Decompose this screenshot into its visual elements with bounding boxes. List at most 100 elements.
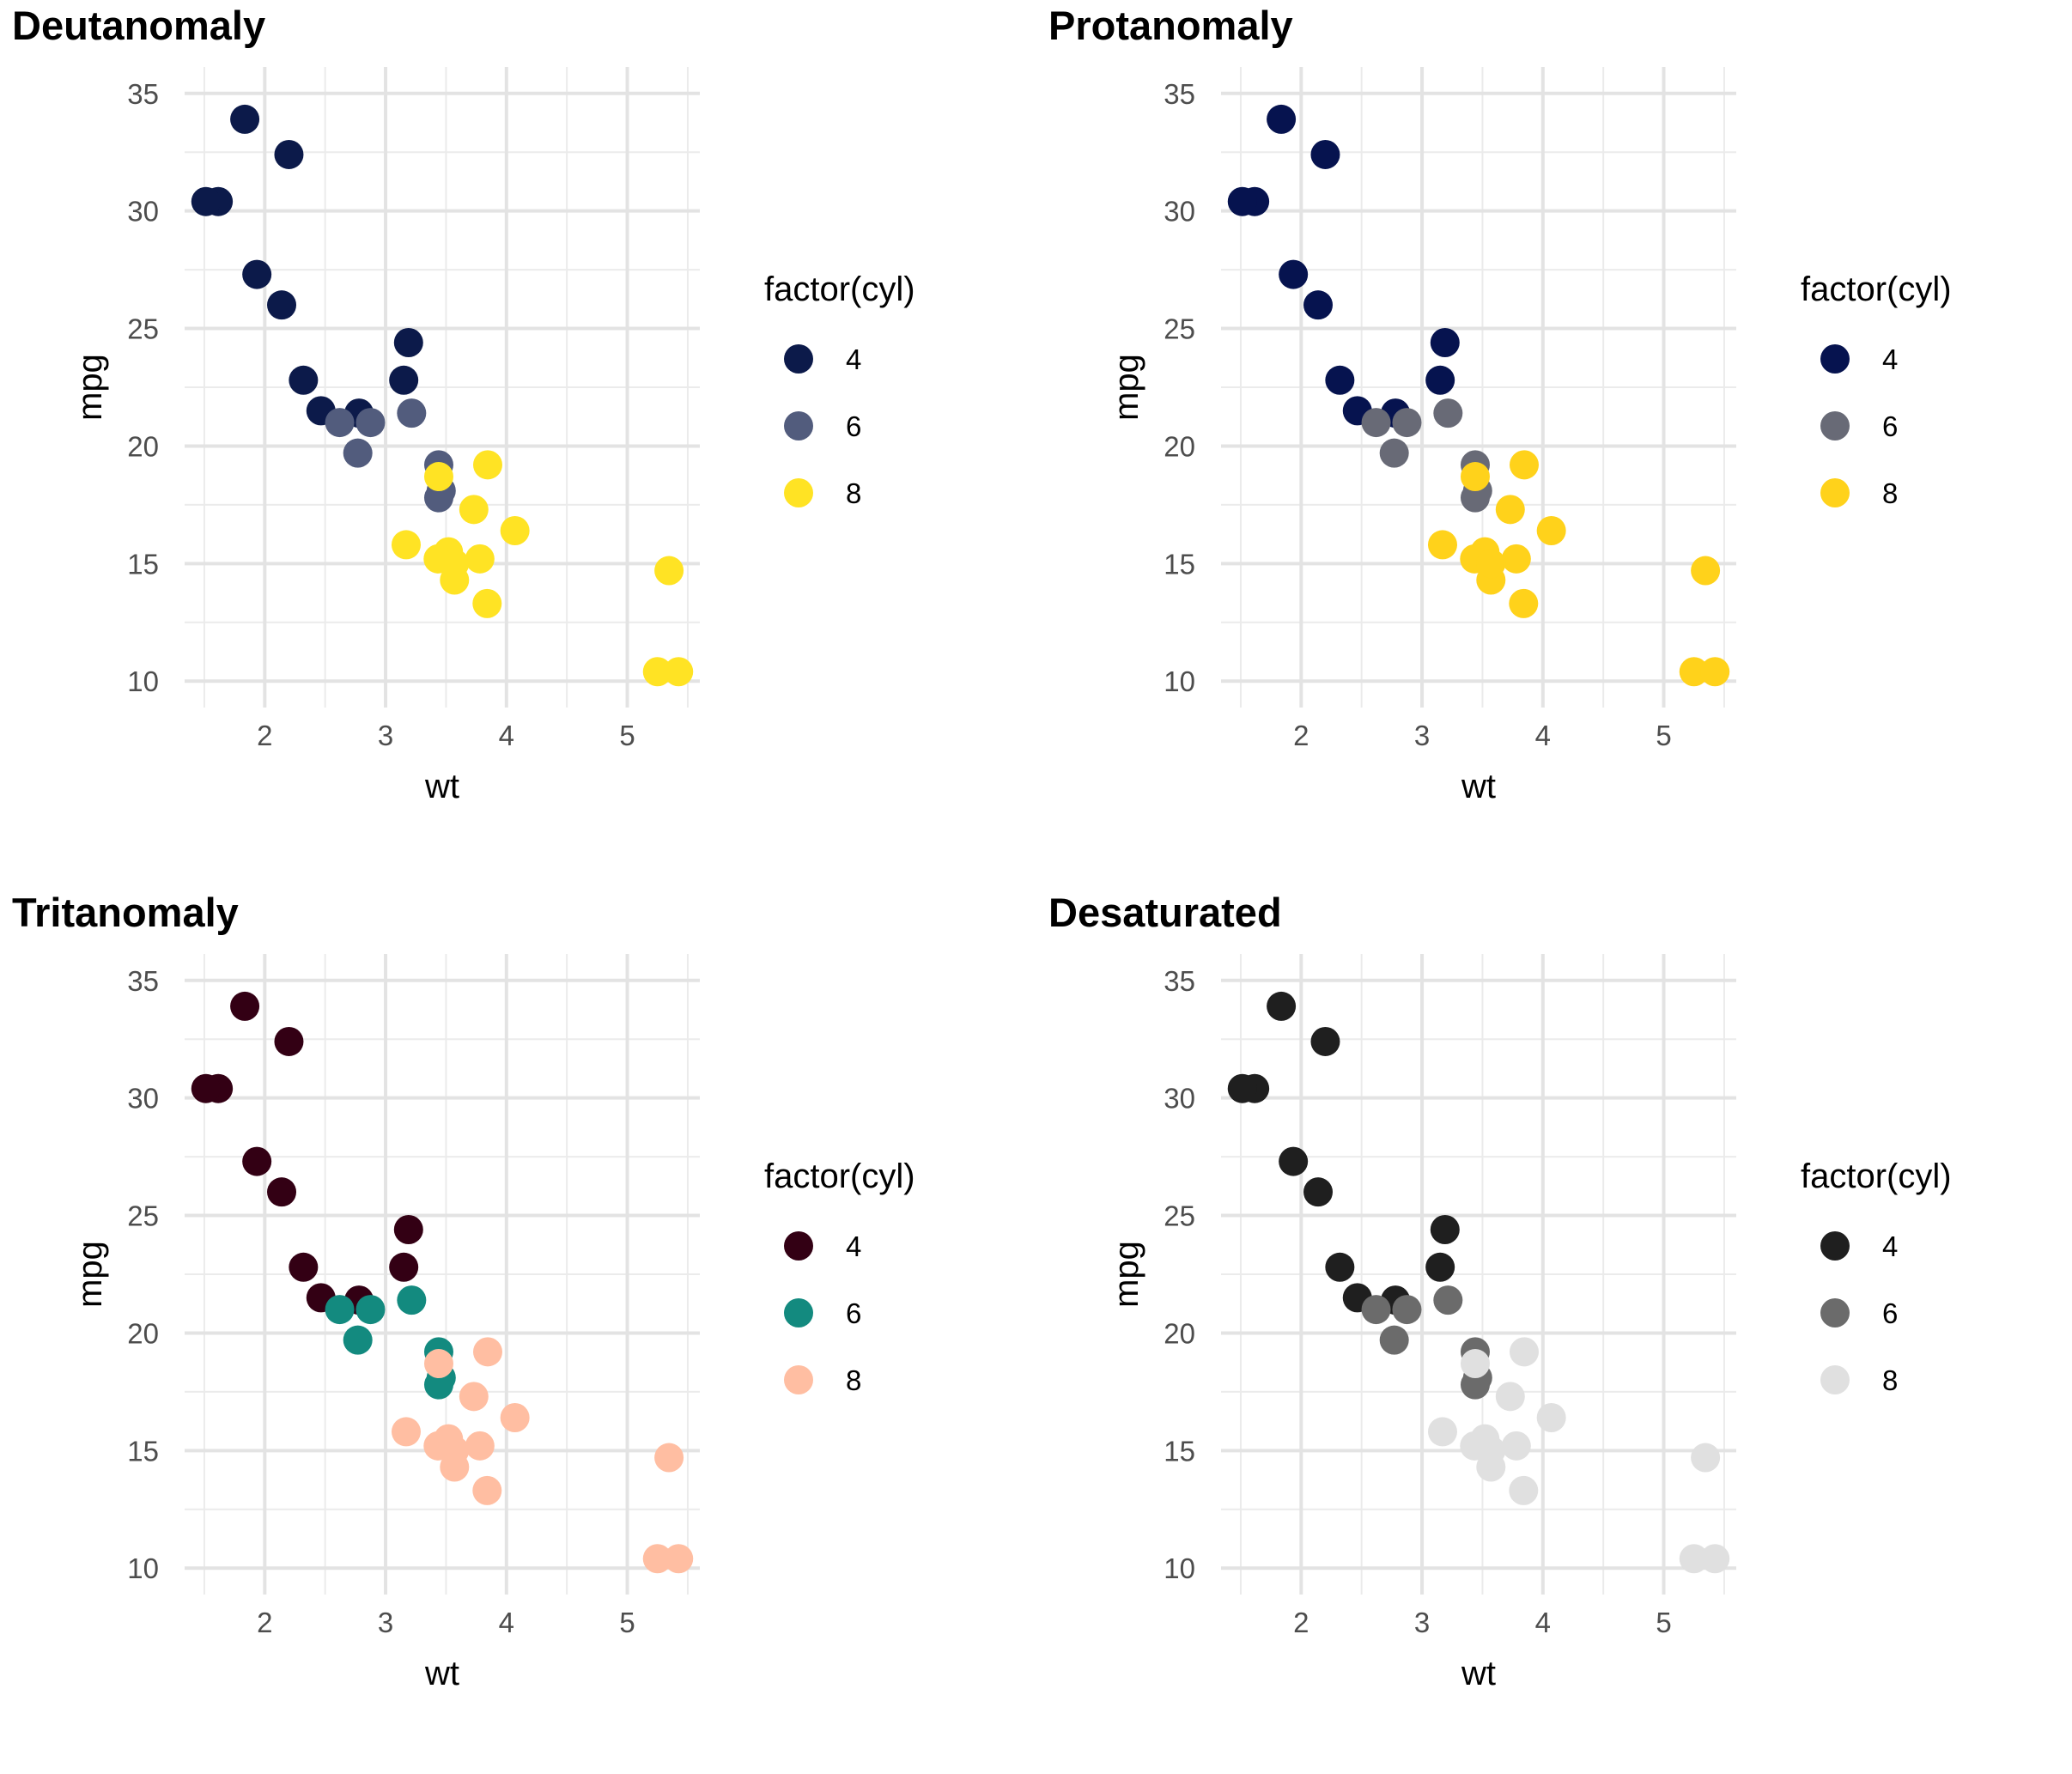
data-point-cyl-4 xyxy=(1325,1252,1355,1282)
data-point-cyl-4 xyxy=(1267,991,1297,1021)
x-axis-label: wt xyxy=(424,1655,459,1692)
data-point-cyl-8 xyxy=(1700,1544,1730,1574)
data-point-cyl-8 xyxy=(642,657,672,687)
data-point-cyl-4 xyxy=(289,1252,319,1282)
data-point-cyl-6 xyxy=(1379,1325,1409,1355)
data-point-cyl-4 xyxy=(1279,1146,1309,1176)
panel-title: Tritanomaly xyxy=(12,890,239,935)
data-point-cyl-8 xyxy=(423,1349,453,1379)
x-tick-label: 2 xyxy=(257,1607,272,1638)
data-point-cyl-8 xyxy=(391,1417,421,1447)
data-point-cyl-8 xyxy=(500,1402,530,1432)
data-point-cyl-8 xyxy=(1691,1443,1721,1473)
y-tick-label: 20 xyxy=(1164,430,1195,462)
x-tick-label: 5 xyxy=(619,1607,635,1638)
points xyxy=(1227,991,1730,1574)
data-point-cyl-6 xyxy=(1460,483,1490,513)
legend-key-cyl-4 xyxy=(784,1231,813,1261)
data-point-cyl-8 xyxy=(1509,588,1539,618)
data-point-cyl-8 xyxy=(1536,1402,1566,1432)
data-point-cyl-6 xyxy=(355,408,386,438)
y-axis-label: mpg xyxy=(1108,1241,1145,1308)
data-point-cyl-8 xyxy=(1427,530,1457,560)
points xyxy=(191,991,694,1574)
data-point-cyl-6 xyxy=(397,1285,427,1315)
y-tick-label: 20 xyxy=(127,430,159,462)
y-tick-label: 35 xyxy=(127,78,159,110)
x-tick-label: 4 xyxy=(1535,720,1551,751)
y-tick-label: 30 xyxy=(127,196,159,228)
scatter-plot: 2 3 4 5 10 15 20 25 30 35 wt mpg factor(cyl) 4 6 8 xyxy=(1108,67,1952,805)
data-point-cyl-4 xyxy=(242,259,272,289)
data-point-cyl-8 xyxy=(472,1475,502,1505)
data-point-cyl-8 xyxy=(472,1337,502,1367)
legend-label: 6 xyxy=(1882,1297,1898,1329)
points xyxy=(191,104,694,687)
data-point-cyl-8 xyxy=(440,549,470,579)
legend-label: 8 xyxy=(1882,477,1898,509)
legend: factor(cyl) 4 6 8 xyxy=(1801,270,1952,509)
panel-title: Protanomaly xyxy=(1048,3,1293,48)
legend-label: 6 xyxy=(846,410,861,442)
scatter-plot: 2 3 4 5 10 15 20 25 30 35 wt mpg factor(cyl) 4 6 8 xyxy=(1108,954,1952,1692)
data-point-cyl-4 xyxy=(289,365,319,395)
data-point-cyl-4 xyxy=(1303,1177,1334,1207)
data-point-cyl-4 xyxy=(1430,327,1460,357)
data-point-cyl-8 xyxy=(654,556,684,586)
legend-label: 8 xyxy=(846,1364,861,1396)
data-point-cyl-4 xyxy=(389,1252,419,1282)
data-point-cyl-6 xyxy=(423,1370,453,1400)
data-point-cyl-4 xyxy=(1279,259,1309,289)
legend-label: 4 xyxy=(846,343,861,375)
data-point-cyl-6 xyxy=(397,398,427,428)
data-point-cyl-8 xyxy=(1679,1544,1709,1574)
y-tick-label: 25 xyxy=(127,1200,159,1232)
y-tick-label: 15 xyxy=(1164,548,1195,580)
legend-label: 8 xyxy=(846,477,861,509)
data-point-cyl-6 xyxy=(1361,1295,1391,1325)
data-point-cyl-8 xyxy=(459,495,489,525)
legend: factor(cyl) 4 6 8 xyxy=(764,1157,915,1396)
panel-deutanomaly: Deutanomaly 2 3 4 5 10 15 20 25 30 35 wt mpg factor(… xyxy=(0,0,1036,887)
y-tick-label: 35 xyxy=(1164,965,1195,997)
data-point-cyl-8 xyxy=(440,1436,470,1466)
legend-key-cyl-8 xyxy=(784,1365,813,1394)
legend-key-cyl-4 xyxy=(784,344,813,374)
y-tick-label: 35 xyxy=(127,965,159,997)
legend-key-cyl-8 xyxy=(1820,1365,1850,1394)
data-point-cyl-4 xyxy=(274,139,304,169)
data-point-cyl-8 xyxy=(642,1544,672,1574)
data-point-cyl-8 xyxy=(465,544,495,574)
y-tick-label: 15 xyxy=(127,1435,159,1467)
x-tick-label: 3 xyxy=(378,720,393,751)
data-point-cyl-8 xyxy=(459,1382,489,1412)
data-point-cyl-8 xyxy=(1501,1431,1531,1461)
scatter-plot: 2 3 4 5 10 15 20 25 30 35 wt mpg factor(cyl) 4 6 8 xyxy=(71,67,915,805)
data-point-cyl-8 xyxy=(1509,450,1539,480)
data-point-cyl-8 xyxy=(1536,515,1566,545)
data-point-cyl-4 xyxy=(191,186,221,216)
data-point-cyl-4 xyxy=(1303,290,1334,320)
x-tick-label: 4 xyxy=(499,1607,514,1638)
data-point-cyl-8 xyxy=(1700,657,1730,687)
data-point-cyl-6 xyxy=(355,1295,386,1325)
x-tick-label: 4 xyxy=(1535,1607,1551,1638)
data-point-cyl-4 xyxy=(230,104,260,134)
y-tick-label: 25 xyxy=(127,313,159,345)
x-tick-label: 4 xyxy=(499,720,514,751)
data-point-cyl-8 xyxy=(472,588,502,618)
legend-label: 4 xyxy=(1882,343,1898,375)
legend-label: 8 xyxy=(1882,1364,1898,1396)
y-tick-label: 15 xyxy=(1164,1435,1195,1467)
x-tick-label: 2 xyxy=(1293,1607,1309,1638)
data-point-cyl-8 xyxy=(391,530,421,560)
legend-key-cyl-6 xyxy=(784,411,813,440)
data-point-cyl-8 xyxy=(1509,1475,1539,1505)
panel-title: Deutanomaly xyxy=(12,3,266,48)
data-point-cyl-8 xyxy=(1460,1349,1490,1379)
data-point-cyl-6 xyxy=(1460,1370,1490,1400)
data-point-cyl-4 xyxy=(1425,365,1455,395)
y-tick-label: 30 xyxy=(1164,196,1195,228)
y-tick-label: 15 xyxy=(127,548,159,580)
data-point-cyl-4 xyxy=(1430,1214,1460,1244)
